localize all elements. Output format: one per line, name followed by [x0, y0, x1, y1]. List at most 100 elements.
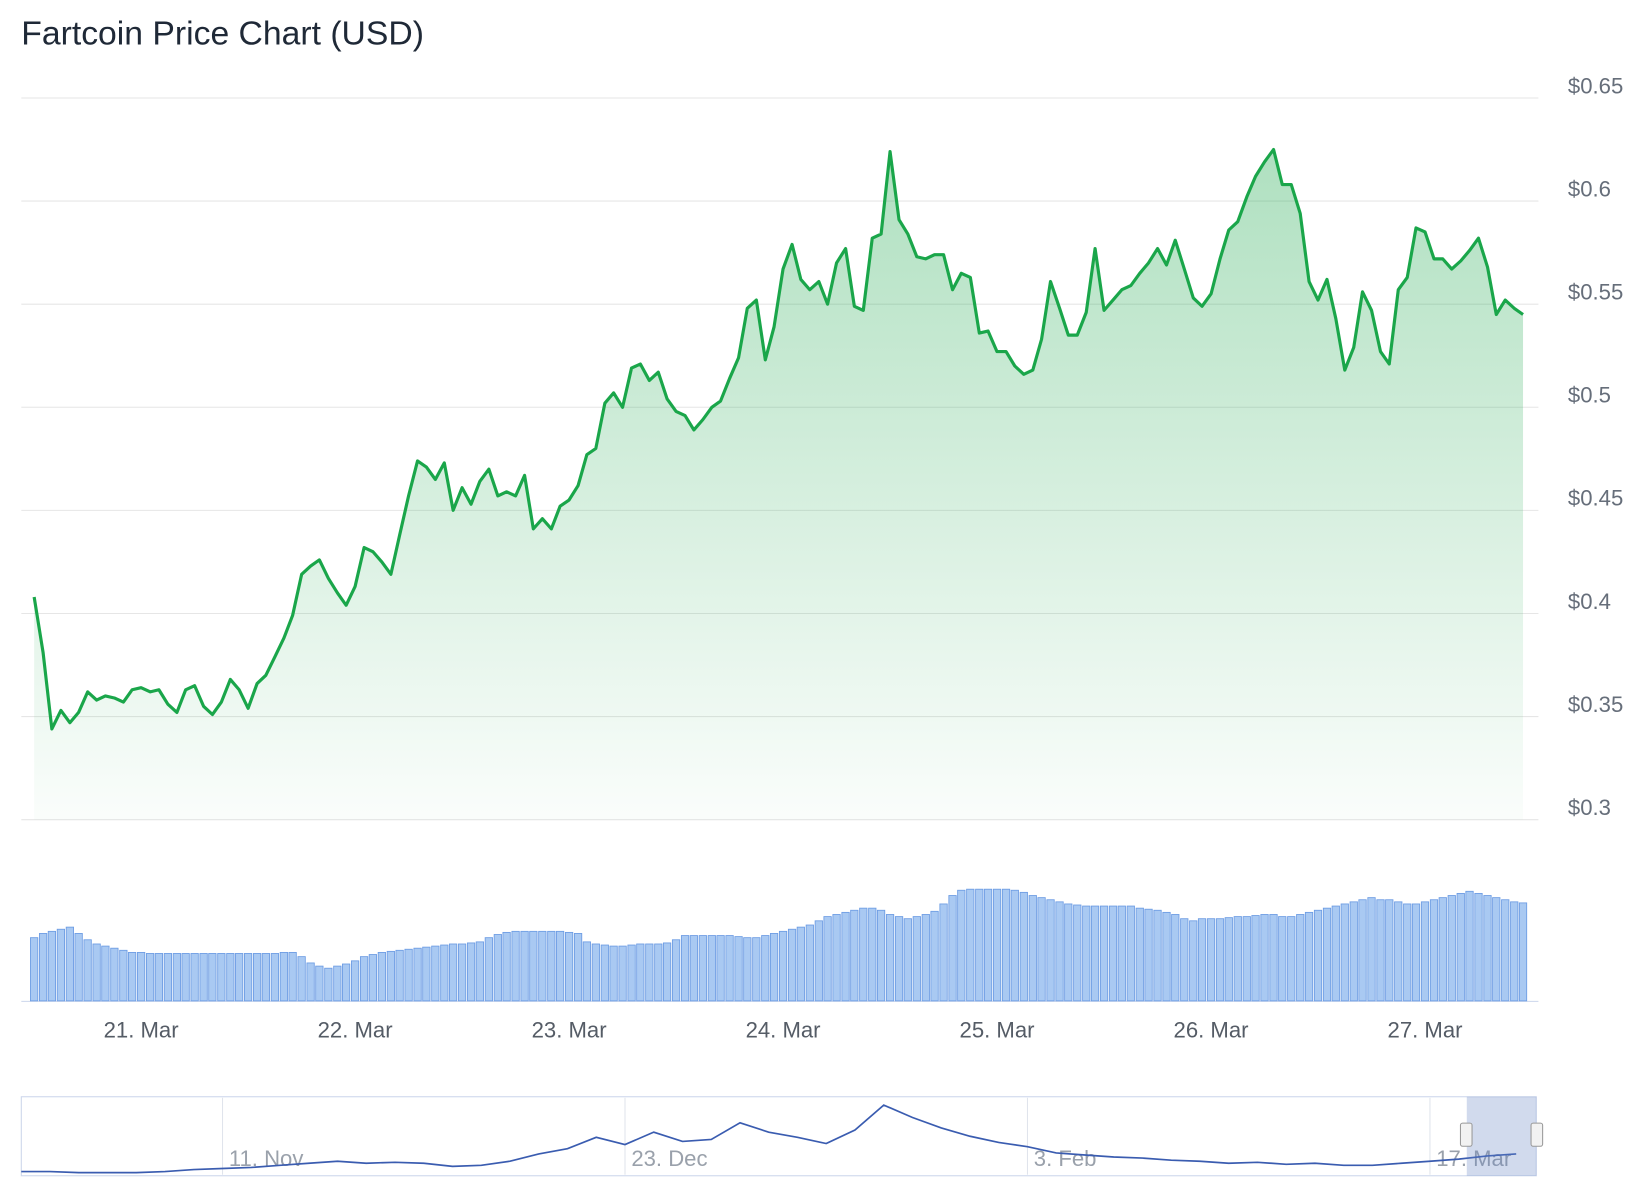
volume-bar	[493, 934, 502, 1002]
volume-bar	[1064, 903, 1073, 1002]
y-tick-label: $0.65	[1568, 73, 1623, 98]
volume-bar	[128, 951, 137, 1002]
volume-bar	[939, 903, 948, 1002]
volume-bar	[948, 895, 957, 1002]
volume-bar	[1224, 917, 1233, 1002]
volume-bar	[921, 914, 930, 1002]
volume-bar	[163, 953, 172, 1002]
volume-bar	[235, 953, 244, 1002]
volume-bar	[30, 937, 39, 1002]
volume-bar	[208, 953, 217, 1002]
volume-bar	[386, 950, 395, 1002]
volume-bar	[350, 960, 360, 1002]
volume-bar	[154, 953, 163, 1002]
navigator-handle[interactable]	[1530, 1122, 1544, 1147]
x-tick-label: 27. Mar	[1388, 1017, 1463, 1042]
x-tick-label: 21. Mar	[104, 1017, 179, 1042]
volume-bar	[502, 931, 511, 1002]
volume-bar	[457, 943, 467, 1002]
volume-bar	[645, 943, 654, 1002]
volume-bar	[47, 930, 57, 1002]
volume-bar	[1251, 915, 1260, 1002]
volume-bar	[217, 953, 226, 1002]
volume-bar	[92, 943, 101, 1002]
y-tick-label: $0.5	[1568, 383, 1611, 408]
volume-bar	[1287, 916, 1296, 1002]
navigator-handle[interactable]	[1459, 1122, 1473, 1147]
volume-bar	[859, 907, 868, 1002]
volume-bar	[627, 944, 636, 1002]
volume-bar	[600, 944, 609, 1002]
volume-bar	[1206, 918, 1216, 1002]
y-tick-label: $0.3	[1568, 795, 1611, 820]
volume-bar	[609, 945, 618, 1002]
volume-bar	[1518, 902, 1528, 1002]
volume-bar	[1260, 914, 1269, 1002]
volume-bar	[805, 924, 814, 1002]
volume-bar	[261, 953, 270, 1002]
volume-bar	[324, 967, 333, 1002]
volume-bar	[1126, 905, 1135, 1002]
volume-bar	[582, 941, 591, 1002]
y-tick-label: $0.45	[1568, 486, 1623, 511]
volume-bar	[1492, 897, 1501, 1002]
volume-bar	[431, 945, 440, 1002]
volume-bar	[1037, 897, 1046, 1002]
volume-bar	[110, 947, 119, 1002]
volume-bar	[547, 930, 556, 1002]
volume-bar	[484, 937, 493, 1002]
volume-bar	[359, 956, 369, 1002]
volume-bar	[279, 951, 288, 1002]
volume-bar	[1367, 897, 1376, 1002]
volume-bar	[1028, 895, 1037, 1002]
volume-bar	[1117, 905, 1126, 1002]
volume-bar	[1055, 901, 1064, 1002]
volume-bar	[1019, 891, 1028, 1002]
volume-bar	[1322, 907, 1332, 1002]
volume-bar	[368, 954, 377, 1002]
volume-bar	[1474, 892, 1483, 1002]
volume-bar	[1278, 916, 1287, 1002]
volume-bar	[511, 930, 520, 1002]
x-tick-label: 26. Mar	[1174, 1017, 1249, 1042]
x-tick-label: 25. Mar	[960, 1017, 1035, 1042]
volume-bar	[1501, 899, 1510, 1002]
chart-title: Fartcoin Price Chart (USD)	[21, 15, 424, 53]
volume-bar	[1073, 904, 1082, 1002]
volume-bar	[618, 945, 627, 1002]
volume-bar	[573, 933, 583, 1002]
volume-bar	[475, 941, 484, 1002]
volume-bar	[440, 944, 449, 1002]
volume-bar	[636, 943, 645, 1002]
x-tick-label: 24. Mar	[746, 1017, 821, 1042]
navigator-selection[interactable]	[1466, 1096, 1537, 1176]
volume-bar	[832, 914, 841, 1002]
volume-bar	[1171, 914, 1180, 1002]
volume-bar	[449, 943, 458, 1002]
volume-bar	[1108, 905, 1118, 1002]
volume-bar	[975, 888, 984, 1002]
volume-bar	[1304, 911, 1314, 1002]
volume-bar	[119, 949, 128, 1002]
volume-bar	[1340, 903, 1349, 1002]
volume-bar	[1420, 901, 1430, 1002]
volume-bar	[1483, 895, 1492, 1002]
volume-bar	[342, 963, 351, 1002]
volume-bar	[992, 888, 1002, 1002]
volume-bar	[190, 953, 199, 1002]
volume-bar	[74, 933, 83, 1002]
volume-bar	[1465, 890, 1474, 1002]
volume-bar	[181, 953, 190, 1002]
volume-bar	[1010, 889, 1019, 1002]
volume-bar	[1153, 909, 1162, 1002]
volume-bar	[1180, 918, 1189, 1002]
volume-bar	[868, 907, 877, 1002]
volume-bar	[377, 951, 386, 1002]
volume-bar	[1296, 914, 1305, 1002]
volume-bar	[716, 935, 725, 1002]
volume-bar	[1144, 908, 1153, 1002]
price-area	[34, 149, 1524, 820]
volume-bar	[841, 911, 850, 1002]
volume-bar	[1082, 905, 1091, 1002]
volume-bar	[850, 909, 859, 1002]
